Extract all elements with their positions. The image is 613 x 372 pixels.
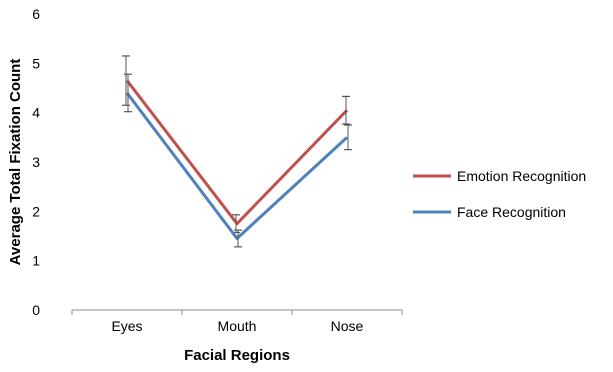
x-tick-label: Nose: [331, 318, 364, 334]
error-bar: [344, 124, 352, 151]
series-line: [125, 92, 349, 240]
series-0: [122, 55, 350, 234]
y-tick-label: 5: [32, 55, 40, 71]
y-axis-title: Average Total Fixation Count: [7, 59, 24, 266]
legend-item: Emotion Recognition: [413, 168, 586, 184]
error-bar: [234, 229, 242, 248]
series-layer: [122, 55, 352, 248]
series-line: [125, 79, 349, 226]
y-tick-label: 3: [32, 154, 40, 170]
y-tick-label: 0: [32, 302, 40, 318]
legend-label: Face Recognition: [457, 204, 566, 220]
y-tick-label: 1: [32, 253, 40, 269]
y-tick-label: 4: [32, 105, 40, 121]
legend-item: Face Recognition: [413, 204, 566, 220]
error-bar: [124, 73, 132, 113]
y-tick-label: 2: [32, 203, 40, 219]
series-1: [124, 73, 352, 248]
y-axis: 0 1 2 3 4 5 6: [32, 6, 40, 318]
legend: Emotion Recognition Face Recognition: [413, 168, 586, 220]
x-axis: Eyes Mouth Nose: [71, 309, 403, 334]
x-tick-label: Mouth: [218, 318, 257, 334]
legend-label: Emotion Recognition: [457, 168, 586, 184]
error-bar: [122, 55, 130, 106]
x-tick-label: Eyes: [111, 318, 142, 334]
x-axis-title: Facial Regions: [184, 347, 290, 364]
error-bar: [342, 95, 350, 125]
y-tick-label: 6: [32, 6, 40, 22]
